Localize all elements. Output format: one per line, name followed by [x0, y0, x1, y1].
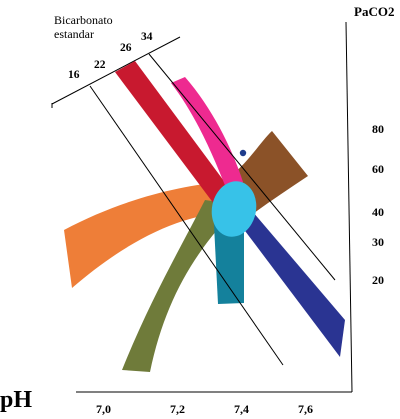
data-dot — [239, 149, 247, 157]
bicarbonate-tick-16: 16 — [68, 69, 80, 81]
guide-line-16 — [89, 85, 284, 366]
olive-band — [122, 200, 240, 372]
guide-line-34 — [148, 53, 336, 281]
labels: Bicarbonato estandar 16 22 26 34 PaCO2 8… — [0, 4, 394, 416]
crimson-band — [115, 61, 238, 204]
magenta-band — [171, 77, 243, 198]
orange-band — [64, 182, 238, 288]
frame-top-diagonal — [51, 36, 181, 105]
ph-tick-7-4: 7,4 — [234, 402, 249, 416]
navy-band — [218, 195, 345, 357]
ph-tick-7-6: 7,6 — [298, 402, 313, 416]
bands — [64, 61, 345, 372]
guide-lines — [89, 53, 336, 366]
bicarbonate-tick-26: 26 — [120, 42, 132, 54]
ph-tick-7-0: 7,0 — [96, 402, 111, 416]
cyan-ellipse — [211, 181, 257, 237]
paco2-tick-60: 60 — [372, 162, 384, 176]
ph-axis-title: pH — [0, 387, 32, 413]
ph-tick-7-2: 7,2 — [170, 402, 185, 416]
frame — [51, 21, 353, 393]
bicarbonate-label-line1: Bicarbonato — [54, 13, 113, 27]
paco2-tick-20: 20 — [372, 273, 384, 287]
bicarbonate-label-line2: estandar — [54, 27, 94, 41]
bicarbonate-tick-34: 34 — [141, 31, 153, 43]
paco2-tick-30: 30 — [372, 235, 384, 249]
paco2-axis-title: PaCO2 — [354, 4, 394, 19]
paco2-tick-80: 80 — [372, 122, 384, 136]
paco2-tick-40: 40 — [372, 205, 384, 219]
bicarbonate-tick-22: 22 — [94, 59, 106, 71]
frame-right-edge — [345, 21, 353, 393]
